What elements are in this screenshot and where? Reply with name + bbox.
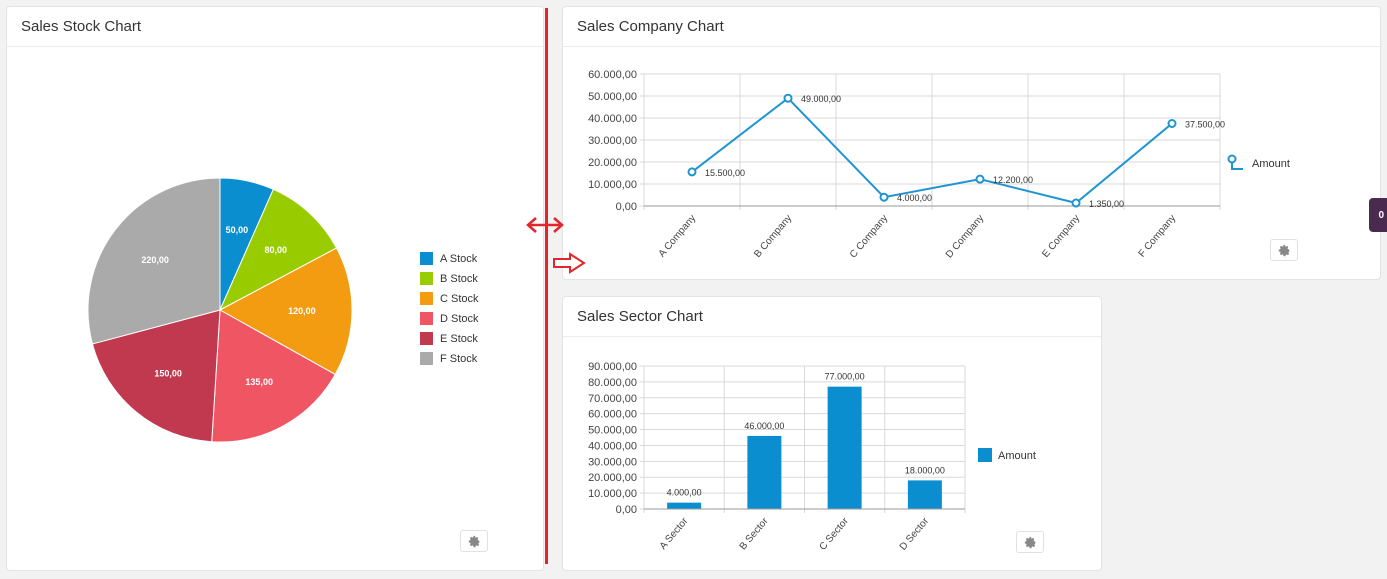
slice-label: 50,00 xyxy=(226,225,249,235)
pie-chart: 50,00 80,00 120,00 135,00 150,00 220,00 A Stoc… xyxy=(87,177,479,443)
slice-label: 80,00 xyxy=(264,245,287,255)
legend-swatch xyxy=(420,272,433,285)
x-tick-label: D Sector xyxy=(898,515,932,552)
x-tick-label: A Sector xyxy=(658,515,691,552)
slice-label: 120,00 xyxy=(288,306,316,316)
bar xyxy=(827,386,862,509)
pie-slice xyxy=(218,247,353,376)
slice-label: 150,00 xyxy=(154,368,182,378)
pie-slice xyxy=(218,188,338,312)
legend-label: E Stock xyxy=(440,333,478,345)
x-tick-label: A Company xyxy=(657,213,699,260)
pie-slice xyxy=(91,309,221,443)
legend-label: Amount xyxy=(998,450,1036,462)
gear-icon xyxy=(468,535,479,547)
y-tick-label: 50.000,00 xyxy=(588,425,637,437)
y-tick-label: 10.000,00 xyxy=(588,488,637,500)
outlined-right-arrow-icon xyxy=(553,252,586,274)
series-line xyxy=(691,96,1173,205)
data-label: 18.000,00 xyxy=(905,465,945,475)
legend-label: F Stock xyxy=(440,353,478,365)
y-tick-label: 30.000,00 xyxy=(588,135,637,147)
y-tick-label: 60.000,00 xyxy=(588,409,637,421)
panel-title: Sales Stock Chart xyxy=(7,7,543,47)
data-point xyxy=(879,192,889,202)
y-tick-label: 0,00 xyxy=(616,201,637,213)
y-tick-label: 10.000,00 xyxy=(588,179,637,191)
x-tick-label: C Sector xyxy=(817,515,851,552)
legend-marker xyxy=(1227,154,1237,164)
data-label: 4.000,00 xyxy=(897,193,932,203)
y-tick-label: 50.000,00 xyxy=(588,91,637,103)
x-tick-label: C Company xyxy=(848,213,890,261)
side-badge[interactable]: 0 xyxy=(1369,198,1387,232)
data-label: 46.000,00 xyxy=(744,421,784,431)
side-badge-count: 0 xyxy=(1378,209,1384,221)
y-tick-label: 80.000,00 xyxy=(588,377,637,389)
gear-icon xyxy=(1024,536,1035,548)
line-chart: 0,00 10.000,00 20.000,00 30.000,00 40.000,00… xyxy=(588,69,1290,261)
legend-swatch xyxy=(420,332,433,345)
bar xyxy=(667,502,702,509)
data-point xyxy=(783,93,793,103)
data-label: 12.200,00 xyxy=(993,175,1033,185)
stock-settings-button[interactable] xyxy=(460,530,488,552)
data-point xyxy=(1167,119,1177,128)
legend-swatch xyxy=(420,352,433,365)
x-tick-label: F Company xyxy=(1137,213,1179,260)
data-label: 37.500,00 xyxy=(1185,120,1225,130)
sales-company-panel: Sales Company Chart 0,00 10.000,00 20.000,… xyxy=(562,6,1381,280)
data-label: 77.000,00 xyxy=(825,372,865,382)
sector-settings-button[interactable] xyxy=(1016,531,1044,553)
data-label: 49.000,00 xyxy=(801,94,841,104)
x-tick-label: B Sector xyxy=(738,515,772,552)
y-tick-label: 0,00 xyxy=(616,504,637,516)
legend-swatch xyxy=(420,252,433,265)
y-tick-label: 60.000,00 xyxy=(588,69,637,81)
data-label: 4.000,00 xyxy=(667,488,702,498)
pie-slice xyxy=(211,309,336,443)
x-tick-label: E Company xyxy=(1040,213,1082,260)
resize-divider[interactable] xyxy=(545,8,548,564)
legend-swatch xyxy=(420,292,433,305)
legend-swatch xyxy=(420,312,433,325)
legend-label: B Stock xyxy=(440,273,478,285)
legend-marker-line xyxy=(1231,163,1243,170)
sales-stock-panel: Sales Stock Chart 50,00 80,00 120,00 135,00… xyxy=(6,6,544,571)
y-tick-label: 90.000,00 xyxy=(588,361,637,373)
panel-title: Sales Company Chart xyxy=(563,7,1380,47)
slice-label: 220,00 xyxy=(141,255,169,265)
y-tick-label: 40.000,00 xyxy=(588,113,637,125)
y-tick-label: 70.000,00 xyxy=(588,393,637,405)
data-point xyxy=(1071,198,1081,208)
slice-label: 135,00 xyxy=(245,377,273,387)
bar xyxy=(747,435,782,509)
legend-swatch xyxy=(978,448,992,462)
data-label: 1.350,00 xyxy=(1089,199,1124,209)
bar-chart: 0,00 10.000,00 20.000,00 30.000,00 40.000,00… xyxy=(588,361,1036,553)
x-tick-label: D Company xyxy=(944,213,986,261)
legend-label: C Stock xyxy=(440,293,479,305)
y-tick-label: 20.000,00 xyxy=(588,472,637,484)
legend-label: D Stock xyxy=(440,313,479,325)
panel-title: Sales Sector Chart xyxy=(563,297,1101,337)
company-settings-button[interactable] xyxy=(1270,239,1298,261)
data-point xyxy=(975,174,985,184)
bar xyxy=(907,480,942,509)
double-arrow-icon[interactable] xyxy=(525,215,565,235)
y-tick-label: 20.000,00 xyxy=(588,157,637,169)
y-tick-label: 40.000,00 xyxy=(588,440,637,452)
gear-icon xyxy=(1278,244,1289,256)
data-point xyxy=(687,167,697,177)
sales-sector-panel: Sales Sector Chart 0,00 10.000,00 20.000,0… xyxy=(562,296,1102,571)
data-label: 15.500,00 xyxy=(705,168,745,178)
legend-label: Amount xyxy=(1252,158,1290,170)
pie-slice xyxy=(87,177,221,345)
y-tick-label: 30.000,00 xyxy=(588,456,637,468)
x-tick-label: B Company xyxy=(752,213,794,260)
legend-label: A Stock xyxy=(440,253,478,265)
